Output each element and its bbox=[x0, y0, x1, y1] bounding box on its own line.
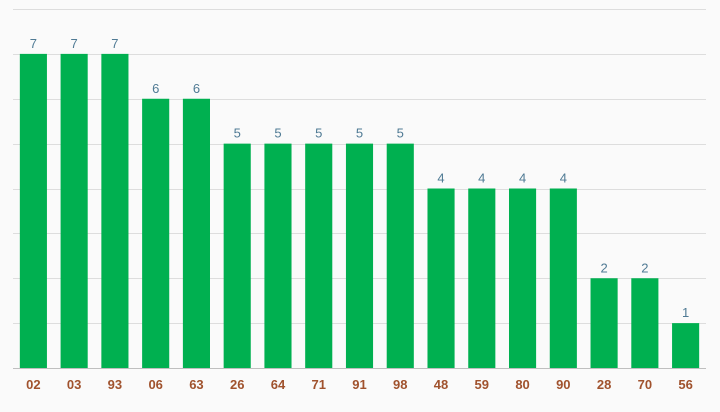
x-tick-label: 90 bbox=[556, 377, 570, 392]
bar bbox=[631, 278, 659, 368]
x-tick-label: 63 bbox=[189, 377, 203, 392]
data-label: 5 bbox=[397, 126, 404, 141]
bar bbox=[182, 98, 210, 368]
bar bbox=[19, 53, 47, 369]
data-label: 2 bbox=[600, 260, 607, 275]
data-label: 4 bbox=[437, 171, 444, 186]
x-tick-label: 56 bbox=[678, 377, 692, 392]
data-label: 2 bbox=[641, 260, 648, 275]
bar bbox=[305, 143, 333, 369]
data-label: 7 bbox=[30, 36, 37, 51]
x-tick-label: 06 bbox=[148, 377, 162, 392]
data-label: 5 bbox=[274, 126, 281, 141]
data-label: 5 bbox=[356, 126, 363, 141]
x-tick-label: 03 bbox=[67, 377, 81, 392]
x-tick-label: 02 bbox=[26, 377, 40, 392]
bar bbox=[223, 143, 251, 369]
x-tick-label: 93 bbox=[108, 377, 122, 392]
x-tick-label: 91 bbox=[352, 377, 366, 392]
x-tick-labels: 02 03 93 06 63 26 64 71 91 98 48 59 80 90 28 70 56 bbox=[26, 377, 693, 392]
bar bbox=[672, 323, 700, 369]
bar bbox=[590, 278, 618, 368]
data-label: 6 bbox=[152, 81, 159, 96]
x-tick-label: 80 bbox=[515, 377, 529, 392]
x-tick-label: 64 bbox=[271, 377, 286, 392]
x-tick-label: 70 bbox=[638, 377, 652, 392]
data-labels: 7 7 7 6 6 5 5 5 5 5 4 4 4 4 2 2 1 bbox=[30, 36, 689, 320]
x-tick-label: 48 bbox=[434, 377, 448, 392]
data-label: 1 bbox=[682, 305, 689, 320]
bar bbox=[345, 143, 374, 369]
bar bbox=[468, 188, 496, 368]
bars bbox=[19, 53, 700, 369]
x-tick-label: 98 bbox=[393, 377, 407, 392]
bar bbox=[101, 53, 129, 369]
x-tick-label: 59 bbox=[475, 377, 489, 392]
bar bbox=[386, 143, 414, 369]
data-label: 7 bbox=[71, 36, 78, 51]
data-label: 4 bbox=[519, 171, 526, 186]
bar bbox=[142, 98, 170, 368]
bar bbox=[60, 53, 88, 369]
x-tick-label: 28 bbox=[597, 377, 611, 392]
x-tick-label: 71 bbox=[312, 377, 326, 392]
data-label: 7 bbox=[111, 36, 118, 51]
x-tick-label: 26 bbox=[230, 377, 244, 392]
bar bbox=[264, 143, 292, 369]
data-label: 4 bbox=[560, 171, 567, 186]
bar bbox=[549, 188, 577, 368]
bar bbox=[427, 188, 455, 368]
data-label: 6 bbox=[193, 81, 200, 96]
bar bbox=[509, 188, 537, 368]
data-label: 5 bbox=[234, 126, 241, 141]
data-label: 5 bbox=[315, 126, 322, 141]
data-label: 4 bbox=[478, 171, 485, 186]
